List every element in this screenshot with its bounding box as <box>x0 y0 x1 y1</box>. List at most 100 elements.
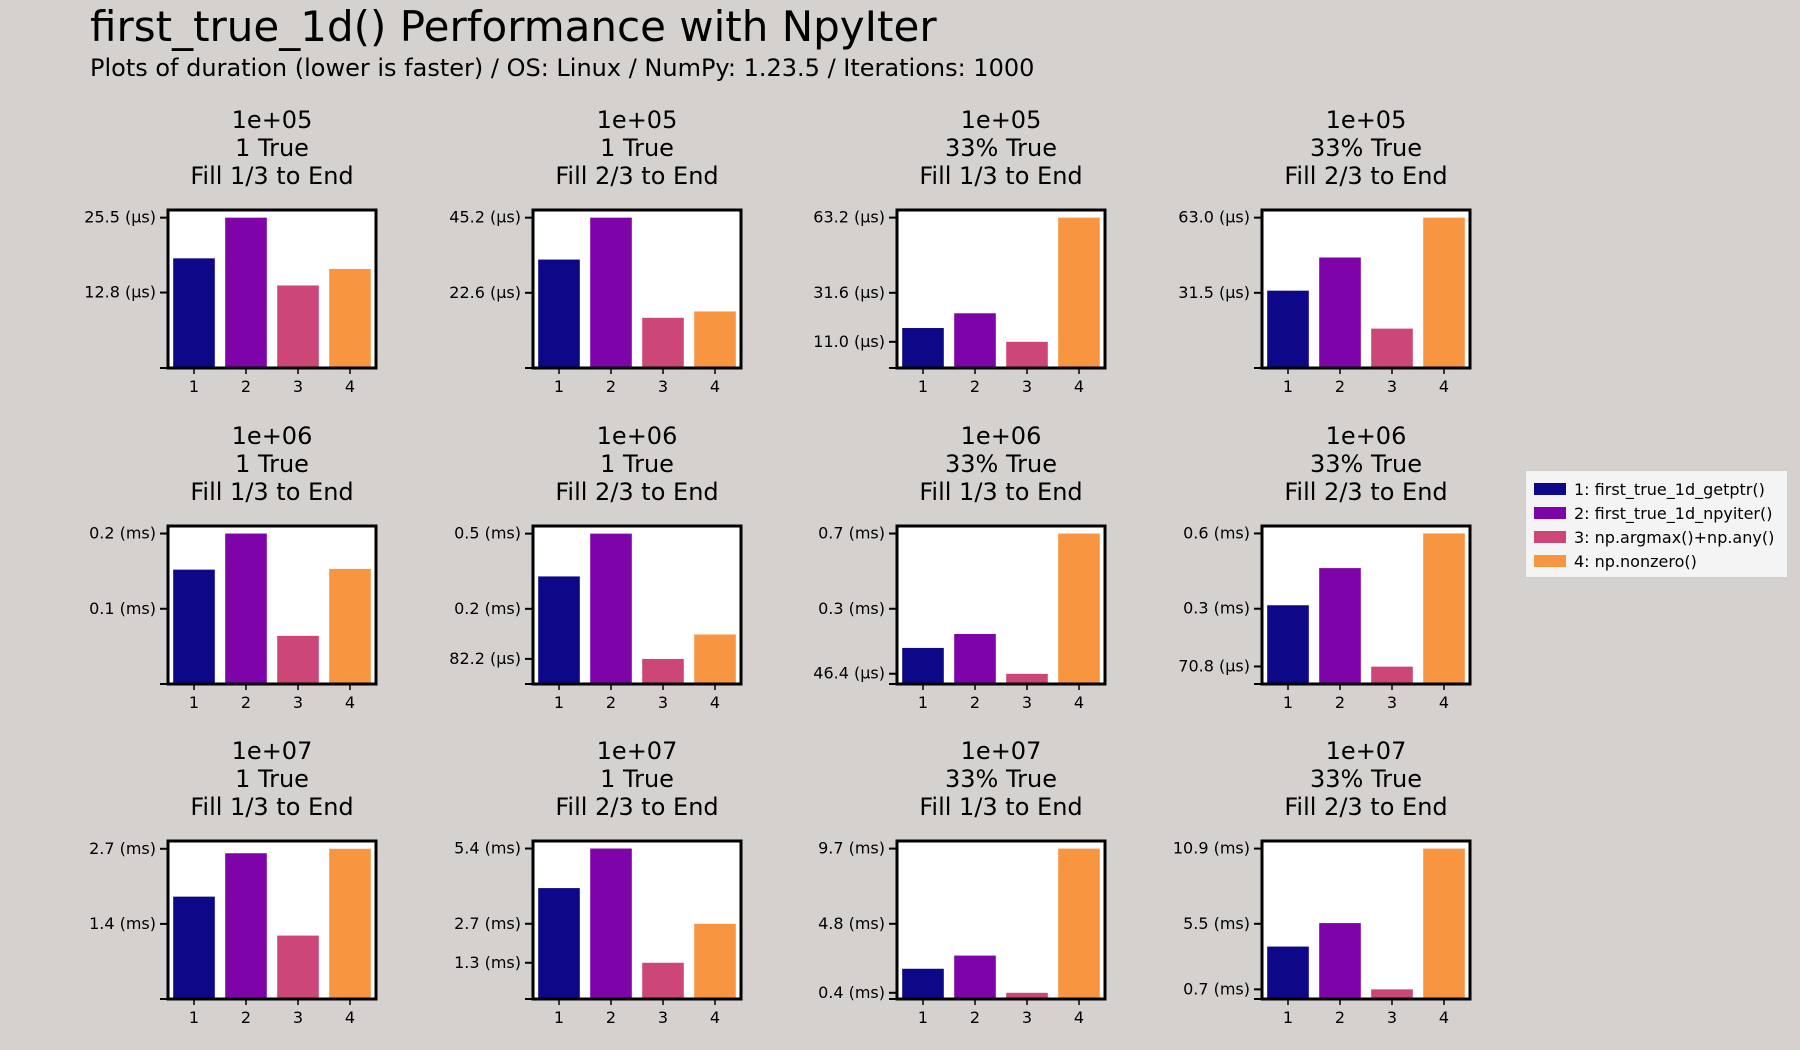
bar <box>1371 666 1413 684</box>
bar <box>1058 533 1100 684</box>
x-tick-label: 4 <box>345 1008 355 1027</box>
bar <box>1006 673 1048 684</box>
y-tick-label: 0.6 (ms) <box>1183 523 1250 542</box>
plot-frame <box>166 524 378 686</box>
y-tick-label: 46.4 (µs) <box>813 664 885 683</box>
y-tick-label: 5.5 (ms) <box>1183 914 1250 933</box>
subplot-title: 1 True <box>600 765 674 793</box>
subplot-title: Fill 1/3 to End <box>919 162 1082 190</box>
x-tick-label: 4 <box>1439 1008 1449 1027</box>
y-tick-label: 11.0 (µs) <box>813 332 885 351</box>
x-tick-label: 2 <box>1335 377 1345 396</box>
x-tick-label: 3 <box>1022 693 1032 712</box>
legend-label: 3: np.argmax()+np.any() <box>1574 527 1775 547</box>
plot-frame <box>895 524 1107 686</box>
bar <box>277 635 319 684</box>
x-tick-label: 3 <box>1022 377 1032 396</box>
y-tick-label: 2.7 (ms) <box>89 839 156 858</box>
subplot-title: Fill 1/3 to End <box>190 793 353 821</box>
bar <box>173 569 215 684</box>
bar <box>1319 257 1361 368</box>
bar <box>1423 848 1465 999</box>
subplot-title: 1e+05 <box>1326 106 1407 134</box>
subplot-title: Fill 2/3 to End <box>555 162 718 190</box>
x-tick-label: 4 <box>1074 377 1084 396</box>
subplot-title: 1 True <box>235 765 309 793</box>
bar <box>954 955 996 999</box>
y-tick-label: 2.7 (ms) <box>454 914 521 933</box>
x-tick-label: 2 <box>606 693 616 712</box>
x-tick-label: 2 <box>241 693 251 712</box>
bar <box>642 317 684 368</box>
subplot-title: 1e+07 <box>232 737 313 765</box>
y-tick-label: 25.5 (µs) <box>84 208 156 227</box>
plot-frame <box>895 208 1107 370</box>
y-tick-label: 0.2 (ms) <box>454 599 521 618</box>
legend-item: 2: first_true_1d_npyiter() <box>1534 501 1787 525</box>
bar <box>1371 328 1413 368</box>
subplot-title: 33% True <box>945 450 1057 478</box>
x-tick-label: 2 <box>970 693 980 712</box>
x-tick-label: 2 <box>241 377 251 396</box>
x-tick-label: 3 <box>658 1008 668 1027</box>
x-tick-label: 1 <box>1283 693 1293 712</box>
bar <box>902 647 944 684</box>
x-tick-label: 4 <box>710 693 720 712</box>
y-tick-label: 0.2 (ms) <box>89 524 156 543</box>
x-tick-label: 4 <box>1439 693 1449 712</box>
bar <box>902 968 944 999</box>
y-tick-label: 0.5 (ms) <box>454 524 521 543</box>
y-tick-label: 4.8 (ms) <box>818 914 885 933</box>
plot-frame <box>1260 208 1472 370</box>
bar <box>1267 290 1309 368</box>
x-tick-label: 4 <box>1074 1008 1084 1027</box>
bar <box>329 268 371 368</box>
subplot-title: Fill 1/3 to End <box>919 478 1082 506</box>
bar <box>277 285 319 368</box>
page-subtitle: Plots of duration (lower is faster) / OS… <box>90 54 1035 82</box>
y-tick-label: 45.2 (µs) <box>449 208 521 227</box>
x-tick-label: 3 <box>293 693 303 712</box>
x-tick-label: 4 <box>710 1008 720 1027</box>
x-tick-label: 2 <box>241 1008 251 1027</box>
y-tick-label: 82.2 (µs) <box>449 649 521 668</box>
bar <box>225 853 267 999</box>
subplot-title: 33% True <box>945 134 1057 162</box>
x-tick-label: 1 <box>554 377 564 396</box>
y-tick-label: 31.5 (µs) <box>1178 283 1250 302</box>
legend-swatch <box>1534 507 1566 519</box>
subplot-title: 1 True <box>600 450 674 478</box>
bar <box>329 568 371 684</box>
subplot-title: 1e+07 <box>961 737 1042 765</box>
x-tick-label: 4 <box>1439 377 1449 396</box>
plot-frame <box>895 839 1107 1001</box>
bar <box>1267 605 1309 684</box>
bar <box>538 888 580 999</box>
legend-swatch <box>1534 483 1566 495</box>
bar <box>694 634 736 684</box>
subplot-title: 1 True <box>600 134 674 162</box>
bar <box>642 962 684 999</box>
subplot-title: Fill 2/3 to End <box>1284 793 1447 821</box>
plot-frame <box>1260 524 1472 686</box>
bar <box>902 328 944 368</box>
plot-frame <box>531 208 743 370</box>
bar <box>173 258 215 368</box>
subplot-title: Fill 1/3 to End <box>919 793 1082 821</box>
subplot-title: Fill 2/3 to End <box>555 478 718 506</box>
bar <box>694 923 736 999</box>
x-tick-label: 4 <box>1074 693 1084 712</box>
bar <box>954 633 996 684</box>
subplot-title: Fill 2/3 to End <box>1284 478 1447 506</box>
y-tick-label: 22.6 (µs) <box>449 283 521 302</box>
x-tick-label: 2 <box>970 1008 980 1027</box>
y-tick-label: 0.3 (ms) <box>818 599 885 618</box>
